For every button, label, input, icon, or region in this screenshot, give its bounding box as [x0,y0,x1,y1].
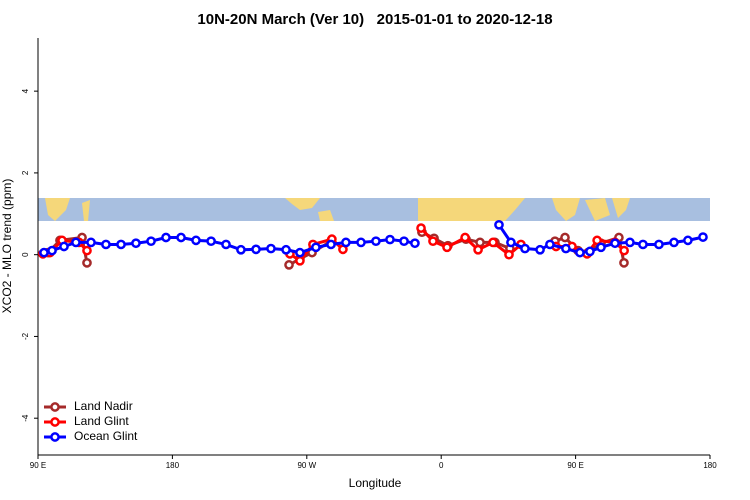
data-point [251,244,261,255]
data-point [683,235,693,246]
data-point [284,260,294,270]
data-point [221,239,231,250]
data-point [654,239,664,250]
data-point [504,249,514,260]
x-tick-label: 180 [166,461,180,470]
data-point [460,232,470,243]
chart-title: 10N-20N March (Ver 10) 2015-01-01 to 202… [197,11,552,28]
data-point [592,235,602,246]
data-point [131,238,141,249]
y-tick-label: 4 [21,88,30,93]
data-point [561,243,571,254]
y-tick-label: 2 [21,170,30,175]
data-point [610,238,620,249]
data-point [86,237,96,248]
data-point [416,223,426,233]
data-point [295,247,305,258]
data-point [698,232,708,242]
data-point [176,232,186,243]
data-point [385,234,395,245]
legend-label: Ocean Glint [74,429,138,443]
y-tick-label: -4 [21,414,30,422]
data-point [428,236,438,247]
data-point [39,247,49,258]
data-point [101,239,111,250]
y-tick-label: -2 [21,332,30,340]
data-point [399,236,409,247]
data-point [59,241,69,252]
data-point [266,243,276,254]
data-point [442,242,452,253]
data-point [82,258,92,268]
data-point [506,237,516,248]
x-tick-label: 90 E [30,461,46,470]
data-point [560,232,570,243]
series-line [46,230,626,267]
data-point [191,235,201,246]
x-tick-label: 90 E [567,461,583,470]
data-point [473,244,483,255]
data-point [47,245,57,256]
data-point [295,255,305,266]
x-tick-label: 90 W [297,461,316,470]
data-point [311,242,321,253]
legend-label: Land Nadir [74,399,133,413]
data-point [236,244,246,255]
data-point [520,243,530,254]
data-point [341,237,351,248]
data-point [326,239,336,250]
x-axis-label: Longitude [349,476,402,490]
data-point [585,246,595,257]
y-axis-label: XCO2 - MLO trend (ppm) [0,179,14,314]
data-point [575,247,585,258]
data-point [535,244,545,255]
x-tick-label: 180 [703,461,717,470]
data-point [161,232,171,243]
data-point [410,238,420,249]
legend-marker [50,417,60,427]
data-point [494,219,504,230]
data-point [71,237,81,248]
data-point [619,245,629,256]
legend-marker [50,402,60,412]
data-point [82,245,92,256]
data-point [638,239,648,250]
data-point [281,244,291,255]
map-strip [38,198,710,221]
y-tick-label: 0 [21,252,30,257]
x-tick-label: 0 [439,461,444,470]
data-point [545,239,555,250]
data-point [669,237,679,248]
data-point [371,236,381,247]
data-point [596,242,606,253]
legend-label: Land Glint [74,414,129,428]
data-point [475,237,485,248]
data-point [146,236,156,247]
data-point [488,237,498,248]
legend-marker [50,432,60,442]
data-point [116,239,126,250]
data-point [619,258,629,268]
data-point [206,236,216,247]
data-point [625,237,635,248]
data-point [356,237,366,248]
